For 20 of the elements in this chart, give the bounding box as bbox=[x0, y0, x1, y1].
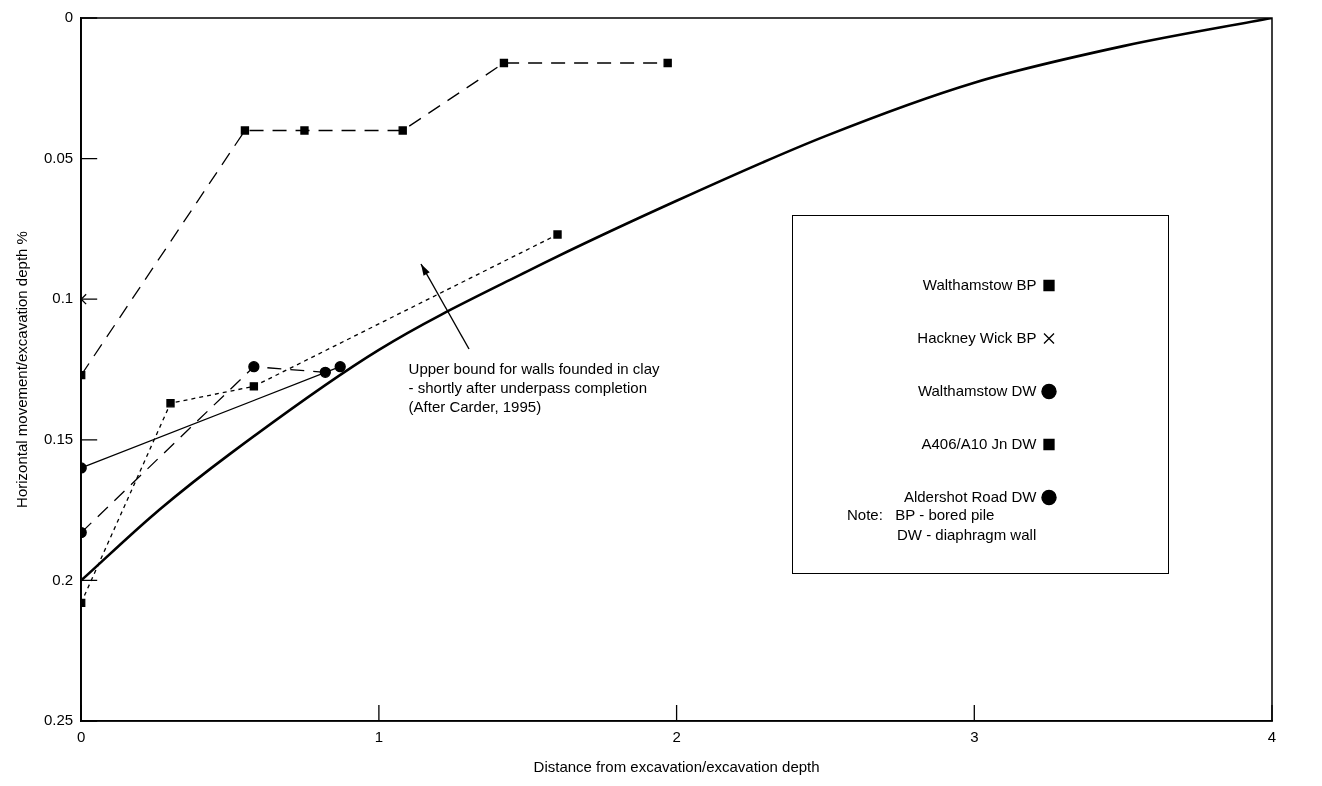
x-tick-label: 3 bbox=[970, 728, 979, 746]
x-tick-label: 0 bbox=[77, 728, 86, 746]
x-tick-label: 1 bbox=[374, 728, 384, 746]
y-tick-label: 0.1 bbox=[52, 289, 74, 307]
legend-label: Walthamstow DW bbox=[917, 381, 1038, 399]
annotation: Note: BP - bored pile DW - diaphragm wall bbox=[847, 505, 1037, 545]
x-tick-label: 4 bbox=[1267, 728, 1277, 746]
y-tick-label: 0 bbox=[64, 8, 74, 26]
x-axis-title: Distance from excavation/excavation depth bbox=[533, 758, 820, 776]
legend-label: A406/A10 Jn DW bbox=[921, 434, 1038, 452]
x-tick-label: 2 bbox=[672, 728, 681, 746]
legend-label: Aldershot Road DW bbox=[903, 487, 1038, 505]
y-tick-label: 0.25 bbox=[43, 711, 74, 729]
y-tick-label: 0.2 bbox=[52, 570, 74, 588]
y-tick-label: 0.15 bbox=[43, 429, 74, 447]
y-tick-label: 0.05 bbox=[43, 148, 74, 166]
legend-label: Walthamstow BP bbox=[922, 275, 1037, 293]
legend-label: Hackney Wick BP bbox=[917, 328, 1037, 346]
annotation: Upper bound for walls founded in clay - shortly after underpass completion (After Carder, 1995) bbox=[408, 359, 660, 417]
y-axis-title: Horizontal movement/excavation depth % bbox=[13, 231, 31, 508]
